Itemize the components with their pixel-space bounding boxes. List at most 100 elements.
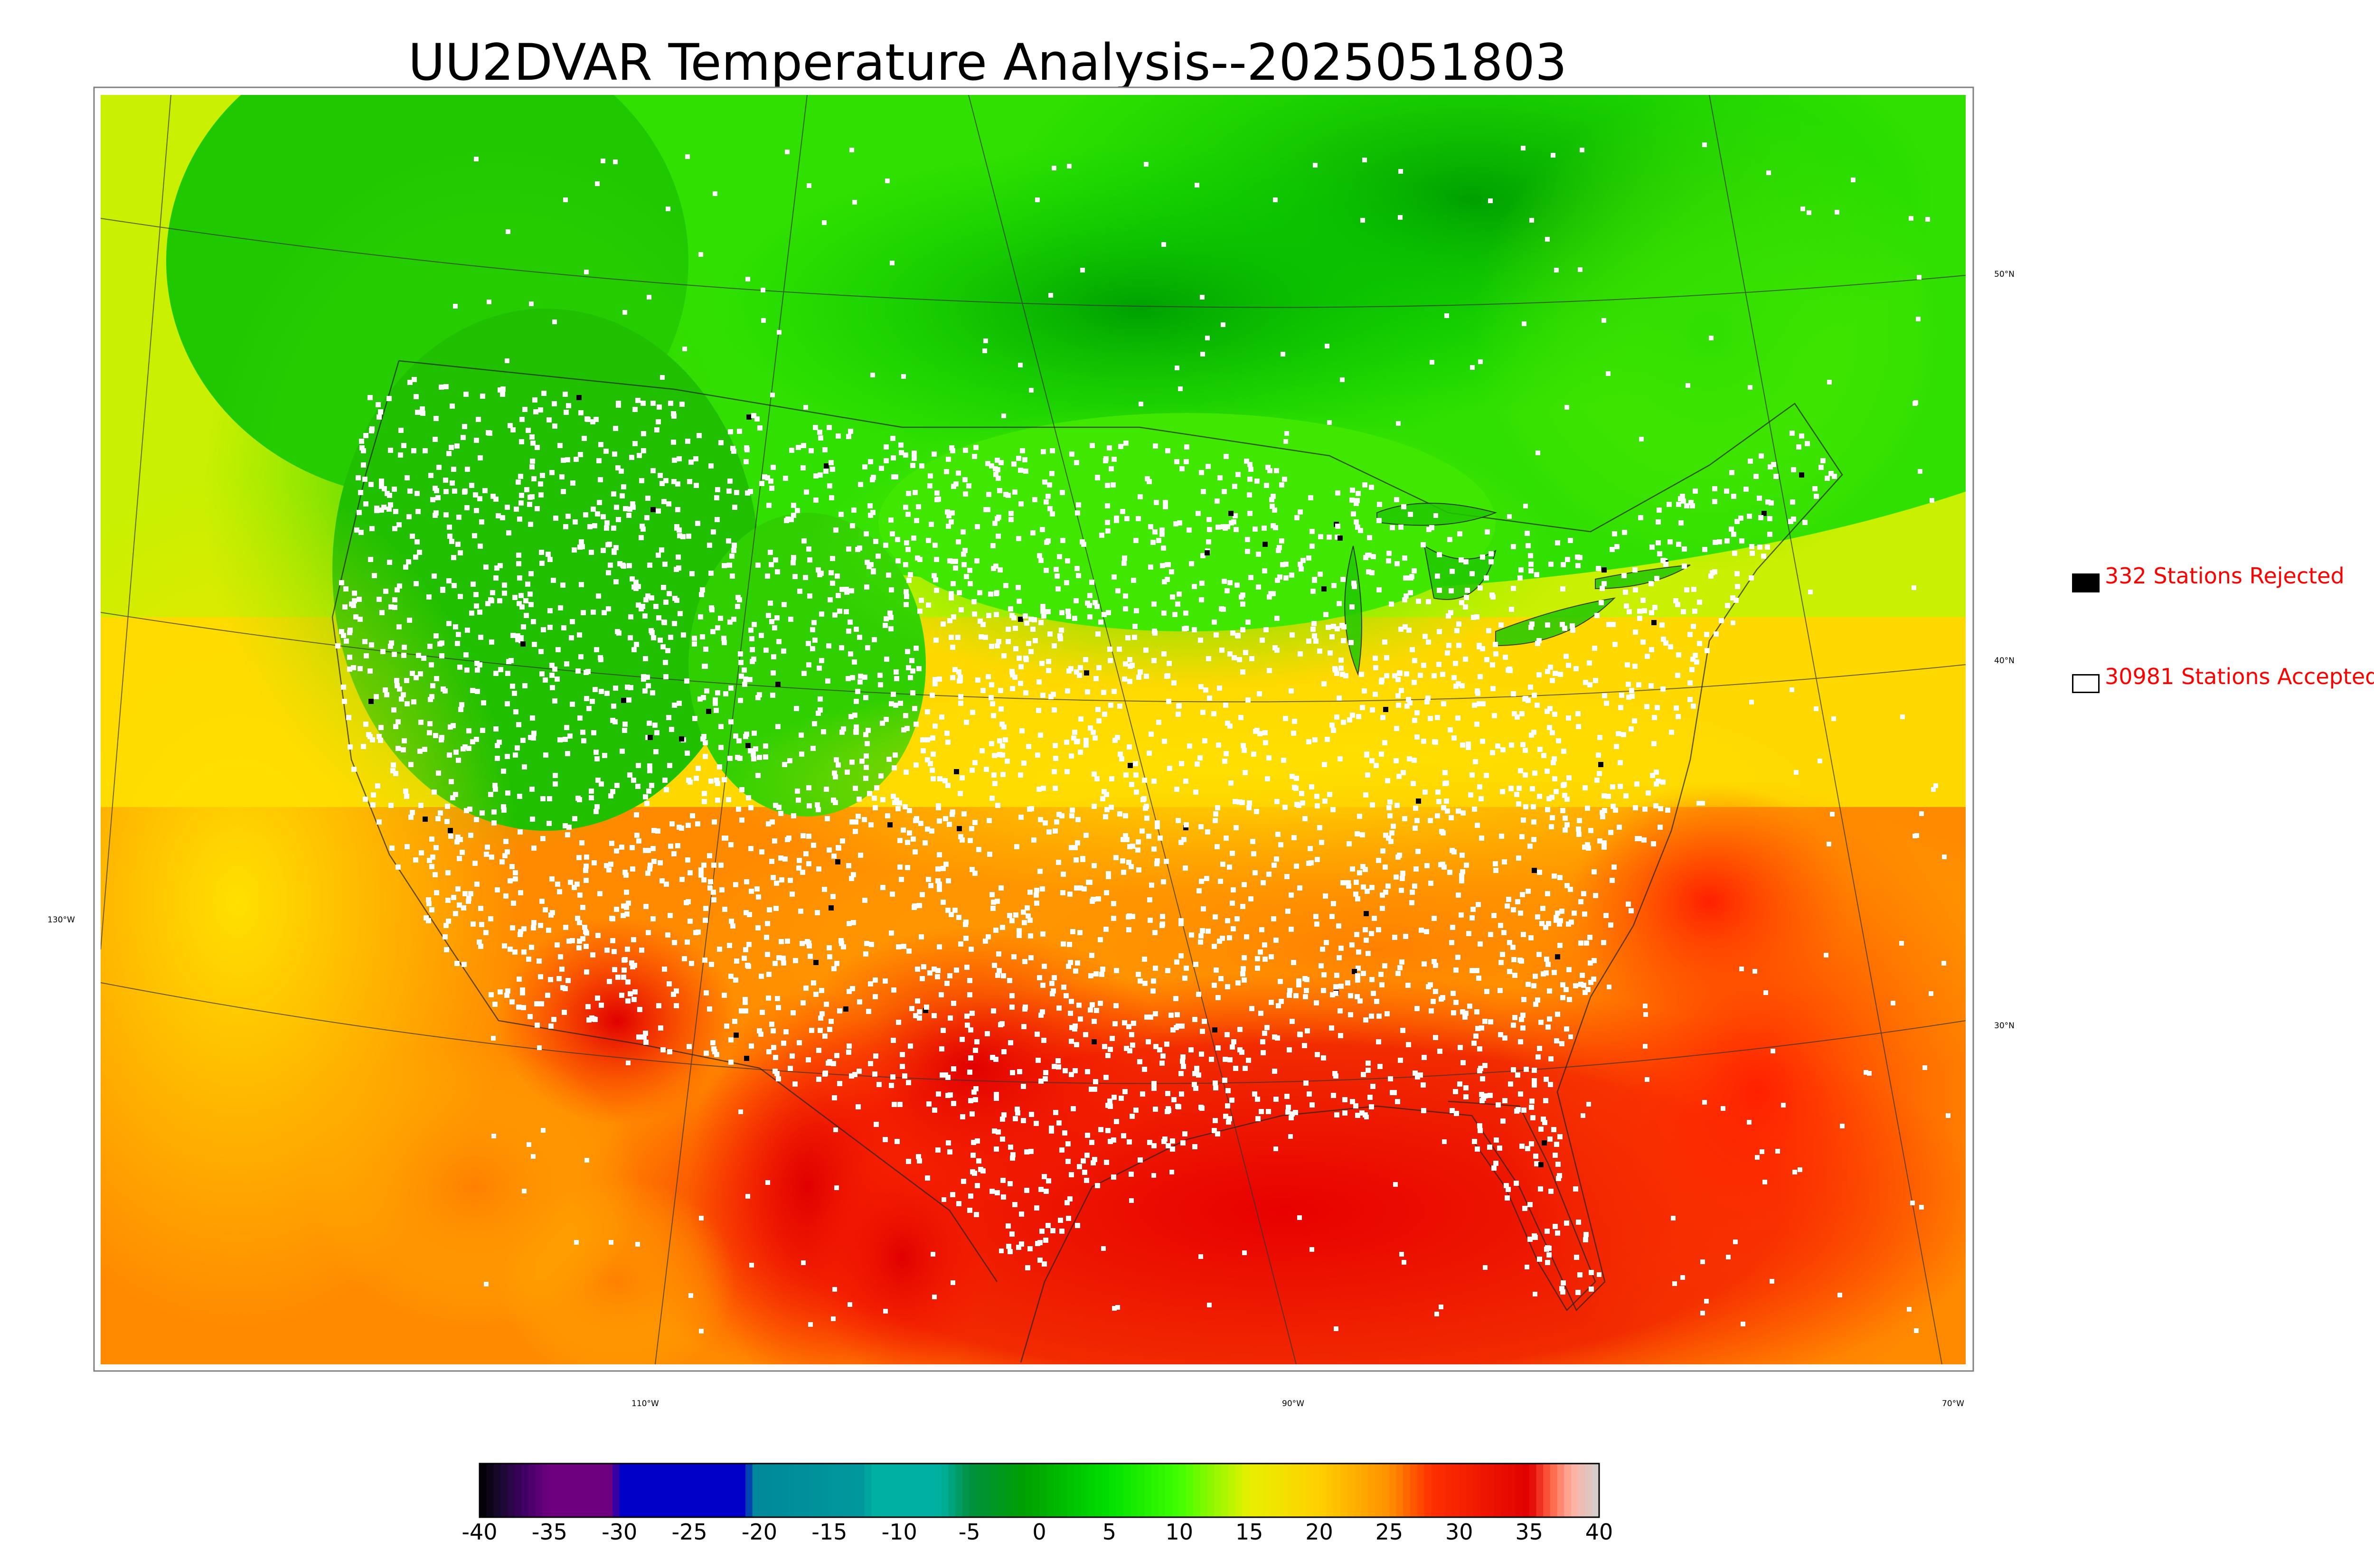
station-accepted bbox=[1460, 1060, 1466, 1065]
station-rejected bbox=[423, 817, 428, 822]
station-accepted bbox=[647, 295, 651, 300]
station-accepted bbox=[1021, 761, 1027, 766]
station-accepted bbox=[1183, 779, 1188, 784]
station-accepted bbox=[933, 577, 938, 582]
station-accepted bbox=[357, 597, 362, 602]
station-accepted bbox=[1492, 713, 1497, 718]
station-accepted bbox=[1076, 502, 1081, 507]
station-accepted bbox=[917, 903, 922, 908]
station-accepted bbox=[836, 762, 841, 768]
station-accepted bbox=[1273, 938, 1279, 943]
station-accepted bbox=[467, 807, 472, 812]
colorbar-segment bbox=[626, 1464, 634, 1517]
station-accepted bbox=[889, 930, 894, 936]
station-accepted bbox=[771, 1045, 776, 1050]
station-accepted bbox=[917, 1009, 922, 1014]
station-accepted bbox=[1453, 967, 1459, 973]
station-accepted bbox=[1334, 973, 1339, 978]
station-accepted bbox=[1179, 761, 1184, 766]
station-accepted bbox=[1275, 1035, 1280, 1041]
station-accepted bbox=[702, 958, 707, 963]
colorbar-segment bbox=[493, 1464, 501, 1517]
station-accepted bbox=[1341, 624, 1347, 629]
colorbar-segment bbox=[612, 1464, 620, 1517]
station-accepted bbox=[443, 512, 449, 517]
station-accepted bbox=[471, 582, 476, 587]
station-accepted bbox=[1406, 628, 1412, 633]
station-accepted bbox=[348, 628, 353, 633]
station-accepted bbox=[1837, 1293, 1842, 1297]
station-accepted bbox=[1474, 722, 1479, 727]
station-accepted bbox=[658, 860, 663, 865]
station-accepted bbox=[1267, 468, 1272, 473]
station-accepted bbox=[1165, 448, 1170, 453]
station-accepted bbox=[1946, 1113, 1950, 1118]
station-accepted bbox=[868, 459, 873, 464]
station-accepted bbox=[1529, 218, 1534, 223]
station-accepted bbox=[584, 864, 589, 869]
station-accepted bbox=[735, 604, 740, 609]
station-accepted bbox=[1471, 615, 1476, 620]
station-accepted bbox=[663, 600, 669, 605]
station-accepted bbox=[501, 807, 507, 813]
station-accepted bbox=[1222, 1078, 1227, 1083]
station-accepted bbox=[832, 770, 837, 776]
colorbar-segment bbox=[1298, 1464, 1306, 1517]
station-accepted bbox=[446, 578, 452, 583]
station-accepted bbox=[967, 992, 972, 997]
station-accepted bbox=[1059, 628, 1064, 633]
station-accepted bbox=[662, 562, 668, 567]
station-accepted bbox=[1069, 845, 1074, 850]
station-accepted bbox=[1729, 526, 1734, 532]
station-accepted bbox=[690, 813, 695, 818]
station-accepted bbox=[936, 803, 941, 808]
colorbar-segment bbox=[787, 1464, 795, 1517]
station-accepted bbox=[1482, 1019, 1488, 1024]
station-accepted bbox=[963, 491, 968, 497]
station-accepted bbox=[560, 582, 565, 588]
station-accepted bbox=[1104, 1160, 1109, 1165]
station-accepted bbox=[1178, 918, 1184, 923]
station-accepted bbox=[1629, 726, 1634, 732]
station-accepted bbox=[363, 433, 368, 438]
colorbar-segment bbox=[1228, 1464, 1236, 1517]
station-accepted bbox=[1151, 1081, 1157, 1086]
station-accepted bbox=[1273, 1146, 1278, 1151]
station-accepted bbox=[919, 463, 924, 469]
station-accepted bbox=[473, 492, 478, 498]
station-accepted bbox=[1680, 1275, 1685, 1280]
station-accepted bbox=[422, 747, 427, 752]
station-accepted bbox=[581, 610, 586, 615]
station-accepted bbox=[674, 1003, 679, 1008]
station-accepted bbox=[646, 930, 651, 935]
station-accepted bbox=[1702, 547, 1707, 552]
station-accepted bbox=[818, 707, 823, 713]
station-accepted bbox=[1034, 901, 1039, 906]
station-accepted bbox=[852, 1072, 857, 1077]
station-accepted bbox=[1392, 673, 1397, 678]
station-accepted bbox=[1331, 728, 1336, 733]
station-accepted bbox=[439, 737, 444, 742]
station-accepted bbox=[666, 715, 671, 720]
station-accepted bbox=[1678, 520, 1684, 526]
station-accepted bbox=[917, 1158, 922, 1164]
station-accepted bbox=[464, 667, 470, 673]
station-accepted bbox=[944, 731, 950, 736]
station-accepted bbox=[956, 1201, 961, 1206]
station-accepted bbox=[1578, 267, 1583, 272]
station-accepted bbox=[772, 961, 778, 966]
station-accepted bbox=[1832, 474, 1837, 479]
station-accepted bbox=[1550, 678, 1555, 683]
lon-label-110: 110°W bbox=[631, 1399, 659, 1408]
station-accepted bbox=[610, 789, 615, 794]
station-accepted bbox=[628, 635, 633, 640]
station-accepted bbox=[1498, 988, 1503, 993]
station-accepted bbox=[1808, 590, 1813, 594]
station-accepted bbox=[510, 925, 515, 930]
station-accepted bbox=[1259, 927, 1264, 932]
colorbar-tick-label: -20 bbox=[741, 1519, 778, 1545]
station-accepted bbox=[1583, 785, 1588, 790]
station-accepted bbox=[1105, 520, 1110, 525]
station-accepted bbox=[1180, 1140, 1186, 1145]
station-accepted bbox=[1675, 673, 1680, 678]
